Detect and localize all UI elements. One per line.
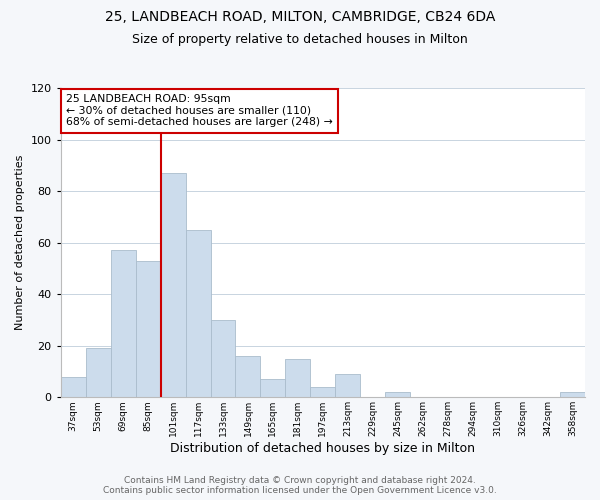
Text: 25 LANDBEACH ROAD: 95sqm
← 30% of detached houses are smaller (110)
68% of semi-: 25 LANDBEACH ROAD: 95sqm ← 30% of detach…: [66, 94, 333, 128]
Bar: [310, 387, 335, 398]
Bar: [235, 356, 260, 398]
Text: 25, LANDBEACH ROAD, MILTON, CAMBRIDGE, CB24 6DA: 25, LANDBEACH ROAD, MILTON, CAMBRIDGE, C…: [105, 10, 495, 24]
Bar: [385, 392, 410, 398]
Text: Size of property relative to detached houses in Milton: Size of property relative to detached ho…: [132, 32, 468, 46]
Bar: [86, 348, 110, 398]
Bar: [560, 392, 585, 398]
Bar: [286, 358, 310, 398]
Bar: [136, 260, 161, 398]
Bar: [211, 320, 235, 398]
Bar: [110, 250, 136, 398]
Bar: [335, 374, 361, 398]
X-axis label: Distribution of detached houses by size in Milton: Distribution of detached houses by size …: [170, 442, 475, 455]
Bar: [185, 230, 211, 398]
Y-axis label: Number of detached properties: Number of detached properties: [15, 155, 25, 330]
Bar: [161, 173, 185, 398]
Bar: [260, 379, 286, 398]
Text: Contains HM Land Registry data © Crown copyright and database right 2024.
Contai: Contains HM Land Registry data © Crown c…: [103, 476, 497, 495]
Bar: [61, 376, 86, 398]
